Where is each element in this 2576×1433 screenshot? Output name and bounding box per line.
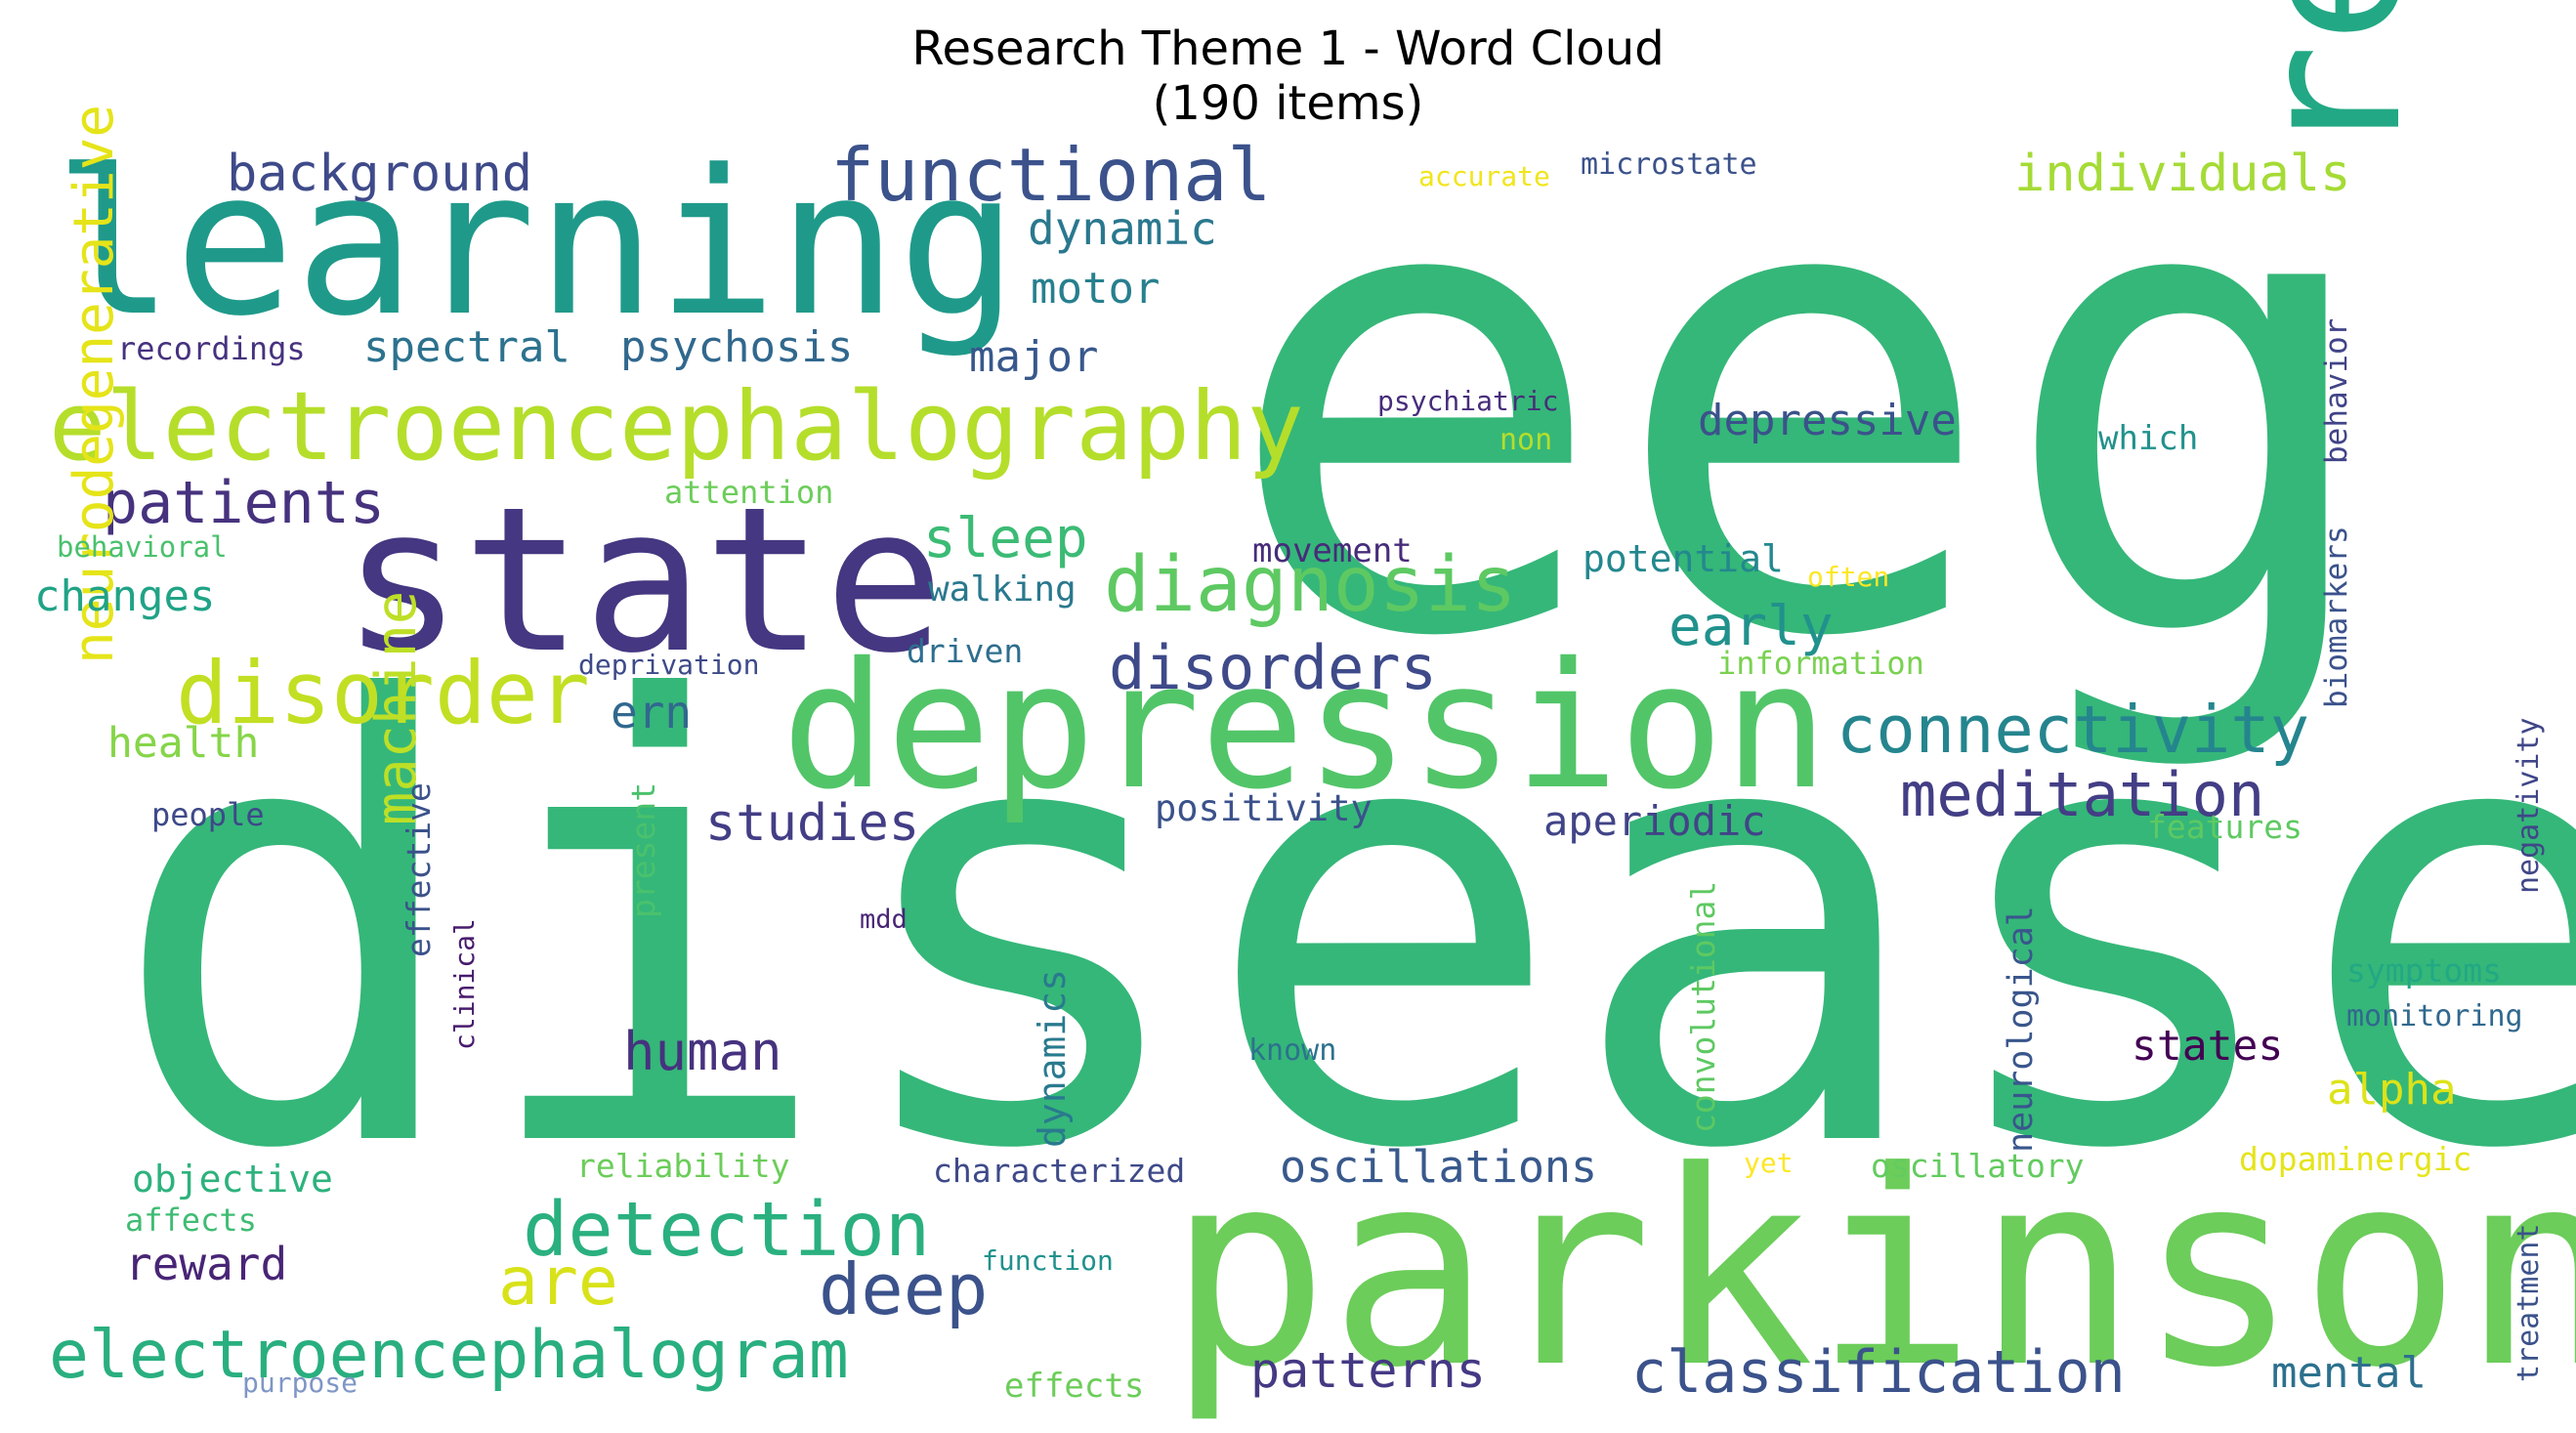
word-disorder: disorder: [176, 643, 590, 743]
word-spectral: spectral: [363, 322, 570, 372]
word-ern: ern: [611, 686, 692, 738]
word-resting: resting: [2217, 0, 2445, 161]
word-early: early: [1668, 595, 1834, 658]
word-learning: learning: [54, 128, 1018, 360]
word-behavior: behavior: [2319, 318, 2354, 464]
word-health: health: [107, 719, 259, 768]
word-non: non: [1499, 423, 1552, 457]
word-accurate: accurate: [1418, 160, 1550, 192]
word-treatment: treatment: [2512, 1223, 2546, 1382]
word-psychiatric: psychiatric: [1377, 385, 1558, 417]
word-objective: objective: [132, 1158, 333, 1201]
word-state: state: [342, 465, 945, 697]
word-walking: walking: [928, 569, 1077, 610]
word-purpose: purpose: [242, 1367, 358, 1399]
word-are: are: [498, 1243, 618, 1321]
word-states: states: [2132, 1022, 2283, 1071]
word-attention: attention: [664, 474, 833, 511]
word-oscillations: oscillations: [1280, 1141, 1597, 1193]
word-recordings: recordings: [117, 330, 306, 367]
word-major: major: [969, 332, 1098, 382]
word-convolutional: convolutional: [1684, 881, 1722, 1133]
word-electroencephalogram: electroencephalogram: [49, 1317, 849, 1394]
word-negativity: negativity: [2512, 717, 2546, 894]
word-positivity: positivity: [1155, 787, 1372, 829]
word-connectivity: connectivity: [1837, 692, 2309, 768]
chart-title: Research Theme 1 - Word Cloud (190 items…: [0, 21, 2576, 131]
word-effective: effective: [400, 782, 438, 957]
word-characterized: characterized: [933, 1152, 1185, 1190]
word-microstate: microstate: [1581, 148, 1757, 182]
word-depression: depression: [781, 625, 1829, 827]
word-aperiodic: aperiodic: [1543, 797, 1766, 845]
word-depressive: depressive: [1698, 396, 1957, 445]
word-changes: changes: [34, 571, 215, 621]
word-reliability: reliability: [576, 1147, 790, 1185]
word-oscillatory: oscillatory: [1871, 1147, 2085, 1185]
word-behavioral: behavioral: [57, 530, 228, 564]
word-which: which: [2098, 419, 2198, 458]
word-patterns: patterns: [1250, 1342, 1486, 1399]
word-parkinson: parkinson: [1167, 1114, 2576, 1426]
word-detection: detection: [523, 1187, 930, 1274]
word-features: features: [2147, 808, 2302, 846]
word-reward: reward: [125, 1238, 287, 1290]
word-psychosis: psychosis: [620, 322, 853, 372]
word-diagnosis: diagnosis: [1104, 541, 1517, 629]
word-known: known: [1248, 1033, 1336, 1068]
word-classification: classification: [1631, 1338, 2126, 1407]
subtitle-line: (190 items): [1152, 76, 1424, 131]
word-affects: affects: [125, 1201, 257, 1239]
word-monitoring: monitoring: [2346, 999, 2523, 1033]
word-background: background: [227, 145, 532, 203]
word-individuals: individuals: [2014, 145, 2350, 203]
word-motor: motor: [1031, 264, 1160, 314]
word-information: information: [1717, 645, 1924, 682]
word-dopaminergic: dopaminergic: [2239, 1140, 2471, 1178]
word-deprivation: deprivation: [578, 649, 759, 681]
word-present: present: [624, 782, 662, 918]
word-dynamic: dynamic: [1028, 202, 1217, 255]
word-functional: functional: [830, 132, 1272, 218]
word-often: often: [1807, 561, 1889, 593]
word-clinical: clinical: [448, 918, 481, 1050]
word-function: function: [982, 1244, 1114, 1277]
word-mental: mental: [2271, 1348, 2427, 1398]
word-dynamics: dynamics: [1031, 969, 1074, 1148]
word-machine: machine: [364, 591, 429, 825]
word-people: people: [151, 796, 265, 833]
word-eeg: eeg: [1221, 26, 2386, 778]
word-disease: disease: [107, 577, 2576, 1282]
word-deep: deep: [819, 1248, 988, 1330]
word-effects: effects: [1004, 1367, 1144, 1406]
word-human: human: [623, 1021, 782, 1082]
word-neurological: neurological: [2002, 906, 2041, 1153]
title-line: Research Theme 1 - Word Cloud: [911, 21, 1665, 76]
word-yet: yet: [1744, 1147, 1794, 1179]
word-driven: driven: [907, 632, 1023, 670]
word-disorders: disorders: [1109, 632, 1437, 703]
word-patients: patients: [103, 469, 385, 537]
word-meditation: meditation: [1900, 759, 2264, 830]
word-symptoms: symptoms: [2346, 951, 2502, 990]
word-studies: studies: [705, 794, 919, 853]
word-biomarkers: biomarkers: [2319, 526, 2354, 708]
word-potential: potential: [1583, 537, 1784, 580]
word-mdd: mdd: [860, 905, 908, 935]
word-neurodegenerative: neurodegenerative: [63, 105, 126, 664]
word-movement: movement: [1252, 531, 1413, 570]
word-electroencephalography: electroencephalography: [49, 371, 1304, 482]
word-sleep: sleep: [923, 507, 1088, 570]
word-alpha: alpha: [2327, 1065, 2456, 1115]
